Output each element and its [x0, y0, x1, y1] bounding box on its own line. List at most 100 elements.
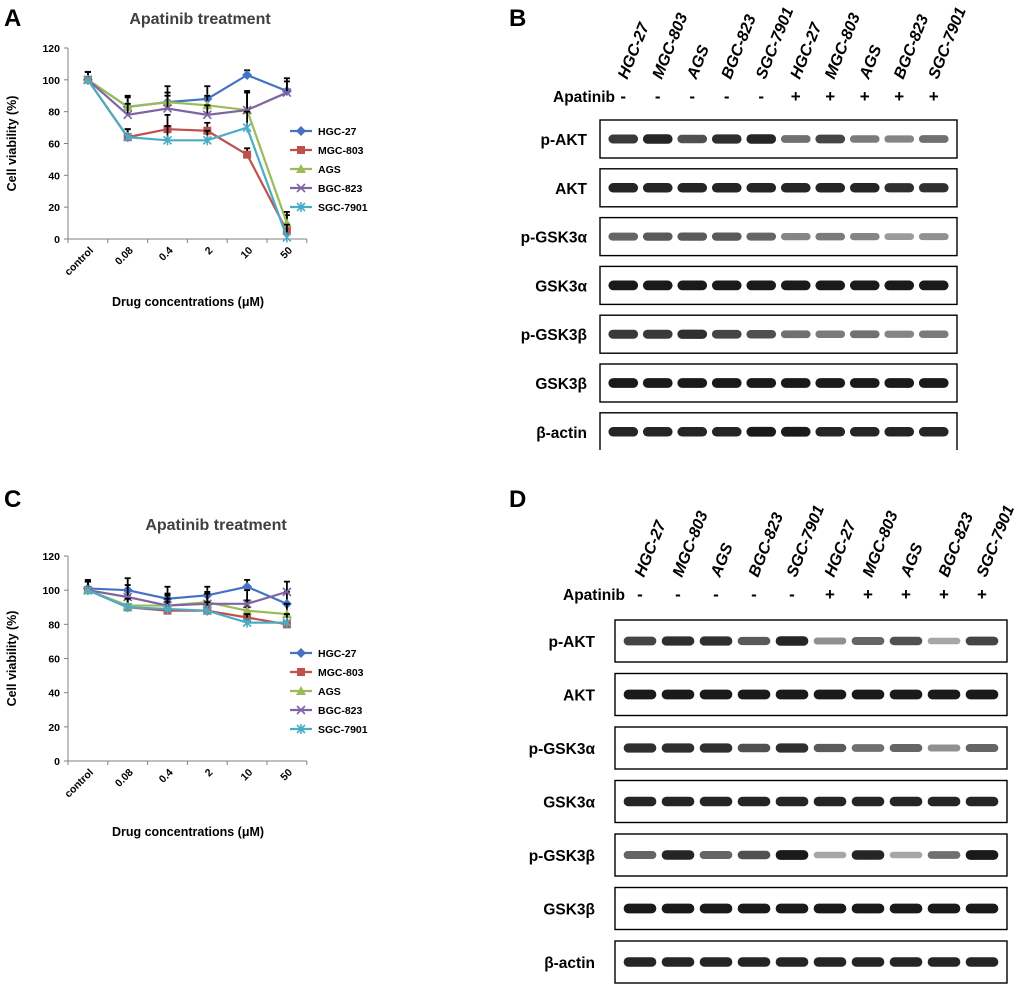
blot-band: [711, 280, 742, 291]
blot-band: [677, 378, 708, 388]
blot-row-4: p-GSK3β: [529, 833, 1008, 877]
blot-band: [661, 636, 695, 646]
data-point: [242, 70, 253, 81]
blot-band: [661, 903, 695, 914]
legend-label: SGC-7901: [318, 724, 368, 736]
data-point: [202, 135, 212, 146]
blot-band: [927, 851, 961, 859]
treatment-sign: -: [655, 87, 661, 106]
blot-band: [813, 743, 847, 753]
lane-label: AGS: [684, 43, 713, 83]
blot-row-3: GSK3α: [535, 265, 958, 306]
blot-band: [608, 134, 639, 144]
data-point: [242, 122, 252, 133]
blot-band: [711, 134, 742, 144]
blot-band: [608, 280, 639, 291]
treatment-sign: +: [825, 87, 835, 106]
blot-band: [851, 903, 885, 914]
data-point: [242, 599, 252, 609]
legend-label: BGC-823: [318, 183, 363, 195]
chart-a-viability: Apatinib treatment 0 20 40 60 80 100 120 control…: [5, 11, 368, 309]
data-point: [242, 105, 252, 115]
blot-band: [677, 329, 708, 339]
blot-band: [884, 280, 915, 291]
blot-band: [623, 796, 657, 807]
blot-band: [884, 233, 915, 240]
legend-marker: [296, 705, 306, 715]
blot-band: [608, 378, 639, 388]
blot-band: [642, 378, 673, 388]
blot-band: [780, 280, 811, 291]
treatment-sign: -: [789, 585, 795, 604]
blot-band: [884, 183, 915, 193]
legend-marker: [297, 146, 305, 154]
blot-band: [623, 743, 657, 753]
lane-label: BGC-823: [891, 12, 932, 81]
blot-band: [737, 903, 771, 914]
treatment-label: Apatinib: [563, 587, 625, 604]
blot-band: [746, 183, 777, 193]
legend-marker: [296, 724, 306, 734]
blot-band: [918, 378, 949, 388]
legend-label: SGC-7901: [318, 202, 368, 214]
legend-label: HGC-27: [318, 648, 357, 660]
blot-band: [889, 957, 923, 967]
legend-label: MGC-803: [318, 667, 364, 679]
x-tick-label: 0.4: [157, 767, 176, 786]
blot-band: [918, 427, 949, 437]
blot-band: [608, 427, 639, 437]
blot-band: [965, 689, 999, 700]
legend-label: MGC-803: [318, 145, 364, 157]
y-tick-label: 0: [54, 756, 60, 768]
lane-label: MGC-803: [860, 509, 902, 580]
data-point: [123, 592, 133, 602]
blot-band: [737, 743, 771, 753]
treatment-sign: +: [901, 585, 911, 604]
blot-band: [775, 796, 809, 807]
treatment-sign: -: [675, 585, 681, 604]
blot-row-2: p-GSK3α: [521, 216, 958, 257]
blot-band: [851, 637, 885, 645]
blot-band: [918, 183, 949, 193]
blot-band: [815, 427, 846, 437]
data-point: [282, 88, 292, 98]
y-tick-label: 40: [48, 170, 60, 182]
data-point: [282, 617, 292, 628]
blot-band: [965, 744, 999, 752]
legend-label: BGC-823: [318, 705, 363, 717]
blot-band: [746, 426, 777, 437]
blot-band: [889, 636, 923, 646]
lane-label: AGS: [856, 43, 885, 83]
blot-band: [711, 427, 742, 437]
blot-band: [849, 427, 880, 437]
blot-band: [780, 232, 811, 241]
x-tick-label: 50: [278, 245, 295, 262]
data-point: [242, 605, 253, 615]
treatment-sign: -: [713, 585, 719, 604]
blot-band: [851, 850, 885, 860]
x-tick-label: 10: [238, 767, 255, 784]
blot-row-label: β-actin: [536, 425, 587, 442]
blot-band: [813, 851, 847, 859]
lane-label: SGC-7901: [926, 5, 970, 82]
blot-band: [851, 796, 885, 807]
blot-band: [849, 183, 880, 193]
blot-band: [623, 689, 657, 700]
blot-band: [746, 134, 777, 144]
blot-band: [780, 135, 811, 143]
blot-band: [927, 796, 961, 807]
treatment-label: Apatinib: [553, 89, 615, 106]
blot-band: [642, 280, 673, 291]
blot-band: [889, 903, 923, 914]
blot-row-1: AKT: [555, 168, 958, 208]
blot-band: [711, 232, 742, 241]
blot-band: [677, 280, 708, 291]
data-point: [83, 585, 93, 596]
treatment-sign: -: [620, 87, 626, 106]
blot-band: [642, 134, 673, 144]
series-sgc-7901: SGC-7901: [83, 70, 368, 243]
blot-band: [927, 744, 961, 752]
blot-row-1: AKT: [563, 672, 1008, 717]
blot-band: [927, 637, 961, 645]
treatment-sign: -: [689, 87, 695, 106]
